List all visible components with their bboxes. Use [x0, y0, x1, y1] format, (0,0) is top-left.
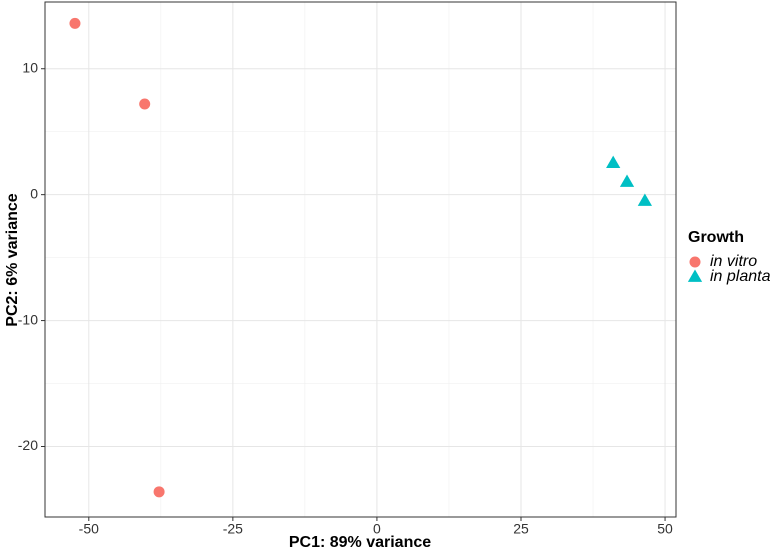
- x-tick-label: -50: [79, 521, 99, 537]
- x-tick-label: 0: [373, 521, 381, 537]
- point: [153, 486, 165, 498]
- x-axis-title: PC1: 89% variance: [289, 534, 431, 551]
- y-tick-label: -20: [18, 437, 38, 453]
- y-tick-label: -10: [18, 311, 38, 327]
- legend-label: in vitro: [710, 253, 757, 270]
- point: [689, 256, 701, 268]
- triangle-point: [606, 155, 621, 169]
- x-tick-label: -25: [223, 521, 243, 537]
- triangle-point: [687, 269, 703, 282]
- x-tick-label: 25: [513, 521, 529, 537]
- triangle-point: [619, 174, 635, 187]
- x-tick-label: 50: [657, 521, 673, 537]
- triangle-point: [637, 193, 653, 206]
- legend-title: Growth: [688, 229, 744, 246]
- point: [139, 98, 151, 110]
- y-tick-label: 0: [30, 185, 38, 201]
- y-axis-title: PC2: 6% variance: [4, 193, 21, 327]
- legend-label: in planta: [710, 268, 771, 285]
- y-tick-label: 10: [22, 59, 38, 75]
- point: [69, 17, 81, 29]
- plot-border: [44, 1, 677, 518]
